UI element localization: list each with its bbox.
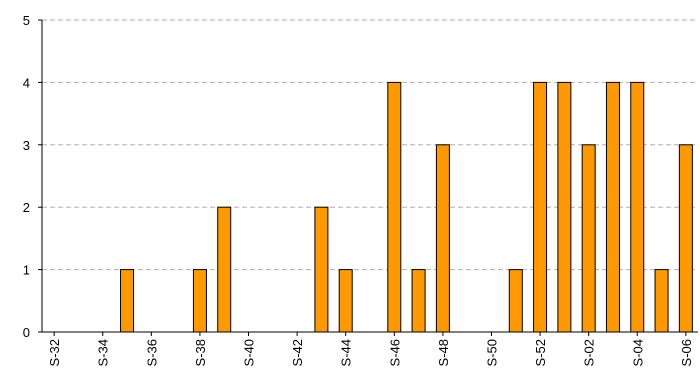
y-tick-label: 3	[23, 138, 30, 153]
x-tick-label: S-40	[242, 339, 257, 366]
bar-s-48	[435, 144, 450, 333]
bar-s-39	[217, 206, 232, 333]
y-tick-label: 2	[23, 200, 30, 215]
bar-s-44	[338, 269, 353, 333]
axes	[41, 20, 698, 333]
x-tick-label: S-34	[96, 339, 111, 366]
x-tick-label: S-38	[193, 339, 208, 366]
x-tick-label: S-02	[582, 339, 597, 366]
x-tick-label: S-06	[679, 339, 694, 366]
bar-s-51	[508, 269, 523, 333]
bar-s-38	[192, 269, 207, 333]
y-tick-label: 0	[23, 325, 30, 340]
x-tick-label: S-44	[339, 339, 354, 366]
x-tick-label: S-04	[630, 339, 645, 366]
bar-s-04	[630, 81, 645, 333]
y-tick-label: 1	[23, 263, 30, 278]
y-tick-label: 4	[23, 75, 30, 90]
bar-s-47	[411, 269, 426, 333]
y-tick-labels: 0 1 2 3 4 5	[23, 13, 30, 340]
bar-s-03	[605, 81, 620, 333]
bar-s-02	[581, 144, 596, 333]
bar-s-01	[557, 81, 572, 333]
x-tick-label: S-46	[387, 339, 402, 366]
bar-s-06	[678, 144, 693, 333]
bar-s-43	[314, 206, 329, 333]
x-tick-label: S-50	[484, 339, 499, 366]
bars	[120, 81, 693, 333]
x-tick-label: S-48	[436, 339, 451, 366]
x-tick-label: S-52	[533, 339, 548, 366]
bar-s-46	[387, 81, 402, 333]
y-tick-label: 5	[23, 13, 30, 28]
x-tick-label: S-42	[290, 339, 305, 366]
x-tick-labels: S-32 S-34 S-36 S-38 S-40 S-42 S-44 S-46 S-48 S-50…	[47, 332, 694, 366]
bar-s-52	[533, 81, 548, 333]
gridlines	[38, 19, 698, 333]
bar-s-05	[654, 269, 669, 333]
bar-s-35	[120, 269, 135, 333]
x-tick-label: S-36	[144, 339, 159, 366]
x-tick-label: S-32	[47, 339, 62, 366]
